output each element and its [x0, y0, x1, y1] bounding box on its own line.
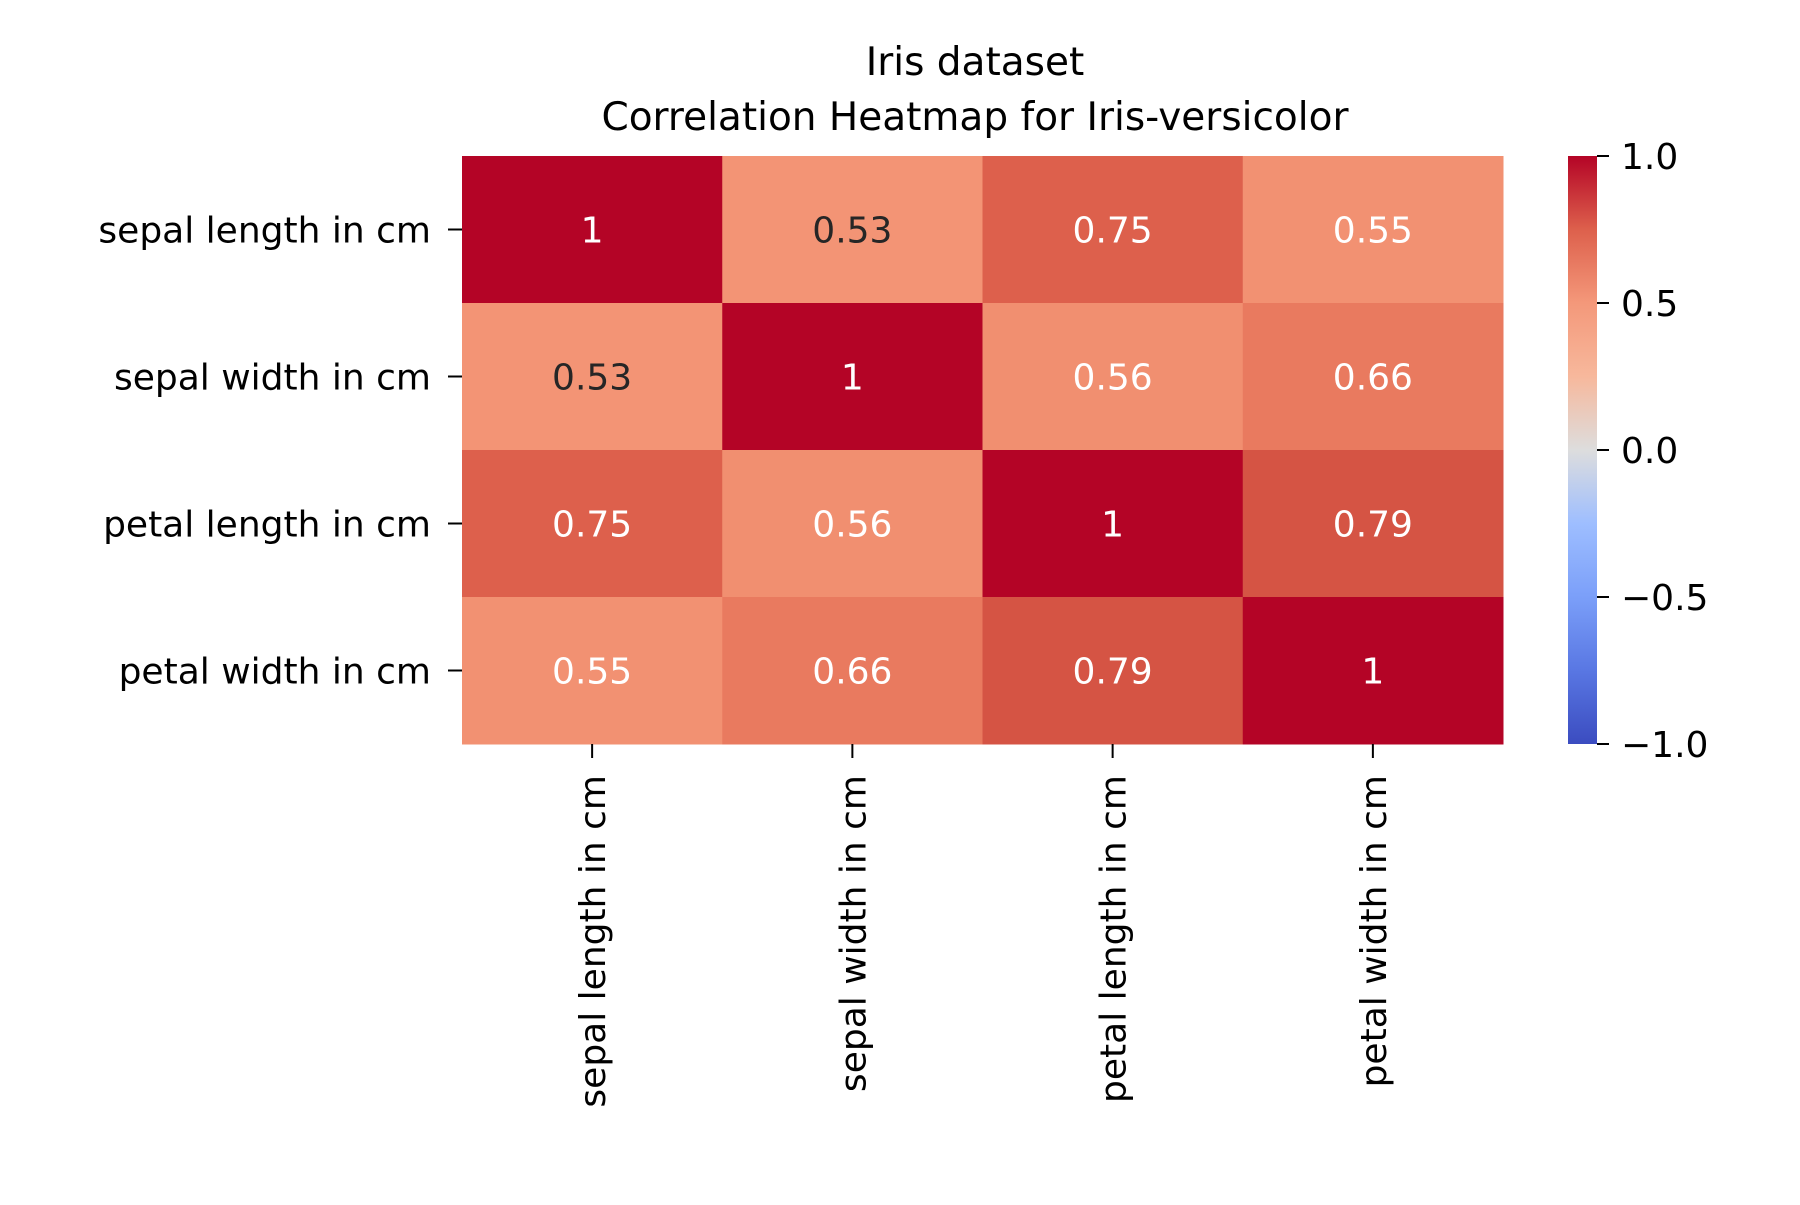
- y-axis: sepal length in cm sepal width in cm petal…: [98, 211, 462, 693]
- heatmap-cell: [462, 156, 723, 304]
- cell-label: 0.56: [812, 505, 892, 546]
- heatmap-cell: [982, 597, 1244, 745]
- heatmap-cell: [1242, 450, 1504, 598]
- colorbar-tick-label: 0.0: [1621, 431, 1678, 472]
- heatmap-cell: [982, 303, 1244, 451]
- heatmap-cell: [462, 597, 723, 745]
- heatmap-cell: [1242, 597, 1504, 745]
- cell-label: 0.53: [552, 358, 632, 399]
- chart-title-line-1: Iris dataset: [866, 40, 1085, 85]
- heatmap-cell: [722, 597, 983, 745]
- cell-label: 0.53: [812, 211, 892, 252]
- x-axis: sepal length in cm sepal width in cm petal…: [573, 744, 1395, 1108]
- cell-label: 0.79: [1073, 652, 1153, 693]
- cell-label: 0.66: [812, 652, 892, 693]
- colorbar-tick-label: 1.0: [1621, 137, 1678, 178]
- chart-title-line-2: Correlation Heatmap for Iris-versicolor: [601, 95, 1349, 140]
- cell-label: 0.56: [1073, 358, 1153, 399]
- colorbar: 1.0 0.5 0.0 −0.5 −1.0: [1568, 137, 1708, 766]
- y-tick-label: petal width in cm: [119, 652, 431, 693]
- heatmap-cell: [462, 450, 723, 598]
- cell-label: 0.75: [552, 505, 632, 546]
- y-tick-label: petal length in cm: [103, 505, 431, 546]
- heatmap-cell: [982, 156, 1244, 304]
- cell-label: 1: [1361, 652, 1384, 693]
- y-tick-label: sepal length in cm: [98, 211, 431, 252]
- heatmap-cell: [1242, 303, 1504, 451]
- heatmap-cell: [982, 450, 1244, 598]
- x-tick-label: sepal length in cm: [573, 775, 614, 1108]
- cell-label: 0.66: [1333, 358, 1413, 399]
- heatmap-cell: [462, 303, 723, 451]
- heatmap-cell: [722, 450, 983, 598]
- heatmap-cell: [722, 156, 983, 304]
- x-tick-label: petal length in cm: [1094, 775, 1135, 1103]
- colorbar-gradient: [1568, 156, 1597, 744]
- cell-label: 1: [1101, 505, 1124, 546]
- colorbar-tick-label: 0.5: [1621, 284, 1678, 325]
- chart-title: Iris dataset Correlation Heatmap for Iri…: [601, 40, 1349, 140]
- colorbar-ticks: 1.0 0.5 0.0 −0.5 −1.0: [1597, 137, 1708, 766]
- cell-label: 1: [581, 211, 604, 252]
- colorbar-tick-label: −0.5: [1621, 578, 1708, 619]
- colorbar-tick-label: −1.0: [1621, 725, 1708, 766]
- y-tick-label: sepal width in cm: [114, 358, 431, 399]
- cell-label: 0.55: [552, 652, 632, 693]
- cell-label: 1: [841, 358, 864, 399]
- x-tick-label: petal width in cm: [1354, 775, 1395, 1087]
- cell-label: 0.79: [1333, 505, 1413, 546]
- heatmap-cell: [722, 303, 983, 451]
- x-tick-label: sepal width in cm: [833, 775, 874, 1092]
- cell-label: 0.75: [1073, 211, 1153, 252]
- cell-label: 0.55: [1333, 211, 1413, 252]
- heatmap-cell: [1242, 156, 1504, 304]
- heatmap-cells: [462, 156, 1504, 745]
- heatmap-annotations: 1 0.53 0.75 0.55 0.53 1 0.56 0.66 0.75 0.56 1 0.79 0…: [552, 211, 1413, 693]
